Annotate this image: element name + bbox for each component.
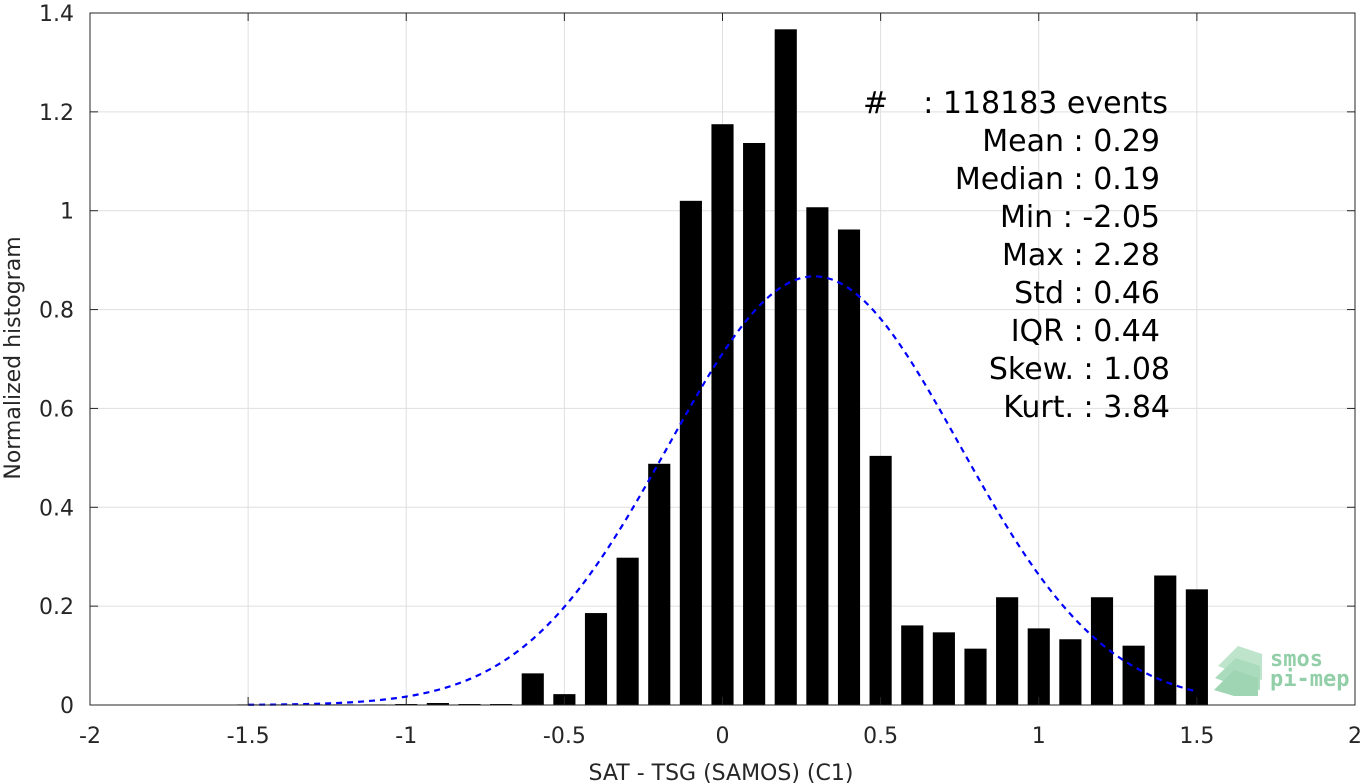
stats-count-symbol: # <box>863 86 888 121</box>
stats-line: Std : 0.46 <box>1014 276 1160 311</box>
logo-smos: smos <box>1270 647 1323 672</box>
histogram-bar <box>648 463 671 705</box>
x-tick-label: 1 <box>1032 724 1046 749</box>
axis-ticks <box>89 12 1356 706</box>
histogram-bar <box>1027 628 1050 705</box>
histogram-bar <box>901 625 924 705</box>
stats-line: IQR : 0.44 <box>1011 314 1160 349</box>
x-tick-label: -1.5 <box>227 724 270 749</box>
histogram-bar <box>837 229 861 706</box>
x-axis-label: SAT - TSG (SAMOS) (C1) <box>589 761 854 784</box>
histogram-bar <box>996 597 1019 705</box>
stats-count-value: : 118183 events <box>923 86 1168 121</box>
histogram-bar <box>964 648 987 705</box>
x-tick-label: 1.5 <box>1179 724 1214 749</box>
y-axis-label: Normalized histogram <box>1 236 26 479</box>
y-tick-label: 0 <box>60 694 74 719</box>
stats-line: Max : 2.28 <box>1002 238 1160 273</box>
x-tick-label: 0.5 <box>863 724 898 749</box>
x-tick-label: -2 <box>79 724 101 749</box>
stats-line: Min : -2.05 <box>1000 200 1160 235</box>
gaussian-fit-curve <box>248 275 1198 706</box>
y-tick-label: 1.2 <box>39 101 74 126</box>
histogram-bar <box>1154 575 1177 705</box>
smos-pi-mep-logo: smos pi-mep <box>1214 646 1349 696</box>
histogram-bar <box>711 124 734 705</box>
histogram-bar <box>774 29 797 706</box>
histogram-bar <box>1090 597 1114 705</box>
histogram-bar <box>806 207 829 706</box>
y-tick-label: 1.4 <box>39 2 74 27</box>
y-tick-label: 0.4 <box>39 496 74 521</box>
y-tick-label: 0.2 <box>39 595 74 620</box>
y-tick-label: 0.6 <box>39 397 74 422</box>
histogram-bar <box>521 673 544 705</box>
y-tick-label: 1 <box>60 200 74 225</box>
histogram-bar <box>426 703 449 705</box>
histogram-bar <box>932 632 955 705</box>
stats-line: Median : 0.19 <box>955 162 1160 197</box>
y-tick-label: 0.8 <box>39 299 74 324</box>
tick-labels: -2 -1.5 -1 -0.5 0 0.5 1 1.5 2 0 0.2 0.4 0.6 0.8 1 1.2 1.… <box>39 2 1362 749</box>
histogram-bar <box>1059 639 1082 705</box>
histogram-bar <box>679 200 702 706</box>
x-tick-label: -0.5 <box>543 724 586 749</box>
histogram-bar <box>1122 645 1145 705</box>
histogram-bars <box>237 29 1208 706</box>
stats-line: Kurt. : 3.84 <box>1003 390 1170 425</box>
histogram-bar <box>743 142 766 706</box>
x-tick-label: 2 <box>1348 724 1362 749</box>
stats-line: Mean : 0.29 <box>982 124 1160 159</box>
histogram-bar <box>869 455 892 705</box>
logo-waves-icon <box>1214 646 1262 696</box>
histogram-bar <box>584 613 608 705</box>
logo-pi-mep: pi-mep <box>1270 667 1349 692</box>
x-tick-label: -1 <box>395 724 417 749</box>
histogram-bar <box>616 557 639 705</box>
x-tick-label: 0 <box>716 724 730 749</box>
histogram-bar <box>1185 589 1208 705</box>
stats-line: Skew. : 1.08 <box>989 352 1170 387</box>
